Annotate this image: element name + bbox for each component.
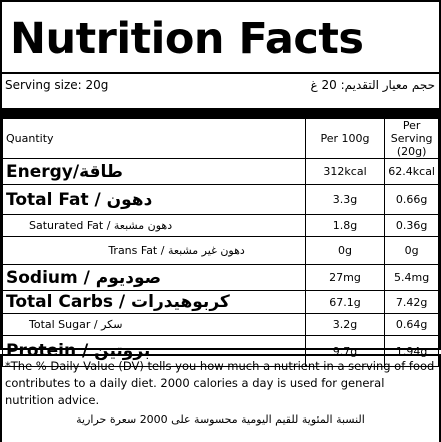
serving-size: Serving size: 20g [5,78,109,92]
title: Nutrition Facts [10,14,364,64]
nutrient-value: 7.42g [384,290,439,314]
footnote-arabic: النسبة المئوية للقيم اليومية محسوسة على … [76,413,365,426]
nutrient-value: 0.36g [384,214,439,237]
nutrient-name: Total Sugar / سكر [2,313,306,336]
nutrient-row: Total Carbs / كربوهيدرات 67.1g 7.42g [2,290,439,314]
nutrient-name: Protein / بروتين [2,335,306,367]
nutrient-value: 67.1g [304,290,386,314]
nutrient-value: 1.94g [384,335,439,367]
nutrient-row: Protein / بروتين 9.7g 1.94g [2,335,439,367]
nutrient-name: Total Carbs / كربوهيدرات [2,290,306,314]
nutrient-value: 0.66g [384,184,439,215]
nutrient-value: 0g [304,236,386,265]
nutrient-name: Trans Fat / دهون غير مشبعة [2,236,306,265]
column-header: Per 100g [304,118,386,159]
nutrient-value: 3.2g [304,313,386,336]
footnote: *The % Daily Value (DV) tells you how mu… [0,354,441,442]
thick-rule [2,108,439,118]
nutrient-row: Sodium / صوديوم 27mg 5.4mg [2,264,439,291]
column-header: Quantity [2,118,306,159]
nutrient-value: 1.8g [304,214,386,237]
nutrient-row: Total Fat / دهون 3.3g 0.66g [2,184,439,215]
rule [2,72,439,74]
nutrient-name: Total Fat / دهون [2,184,306,215]
nutrient-value: 0g [384,236,439,265]
nutrient-name: Saturated Fat / دهون مشبعة [2,214,306,237]
nutrient-row: Energy/طاقة 312kcal 62.4kcal [2,158,439,185]
nutrient-table: Quantity Per 100g Per Serving (20g) Energy/… [2,118,439,367]
nutrient-row: Trans Fat / دهون غير مشبعة 0g 0g [2,236,439,265]
nutrient-value: 312kcal [304,158,386,185]
nutrient-name: Energy/طاقة [2,158,306,185]
nutrient-value: 5.4mg [384,264,439,291]
footnote-english: *The % Daily Value (DV) tells you how mu… [5,359,435,407]
nutrition-label: Nutrition Facts Serving size: 20g حجم مع… [0,0,441,367]
nutrient-row: Total Sugar / سكر 3.2g 0.64g [2,313,439,336]
nutrient-value: 27mg [304,264,386,291]
table-body: Quantity Per 100g Per Serving (20g) Energy/… [2,118,439,367]
nutrient-name: Sodium / صوديوم [2,264,306,291]
nutrient-value: 0.64g [384,313,439,336]
nutrient-value: 3.3g [304,184,386,215]
nutrient-value: 62.4kcal [384,158,439,185]
header-row: Quantity Per 100g Per Serving (20g) [2,118,439,159]
column-header: Per Serving (20g) [384,118,439,159]
nutrient-row: Saturated Fat / دهون مشبعة 1.8g 0.36g [2,214,439,237]
serving-size-arabic: حجم معيار التقديم: 20 غ [310,78,436,92]
